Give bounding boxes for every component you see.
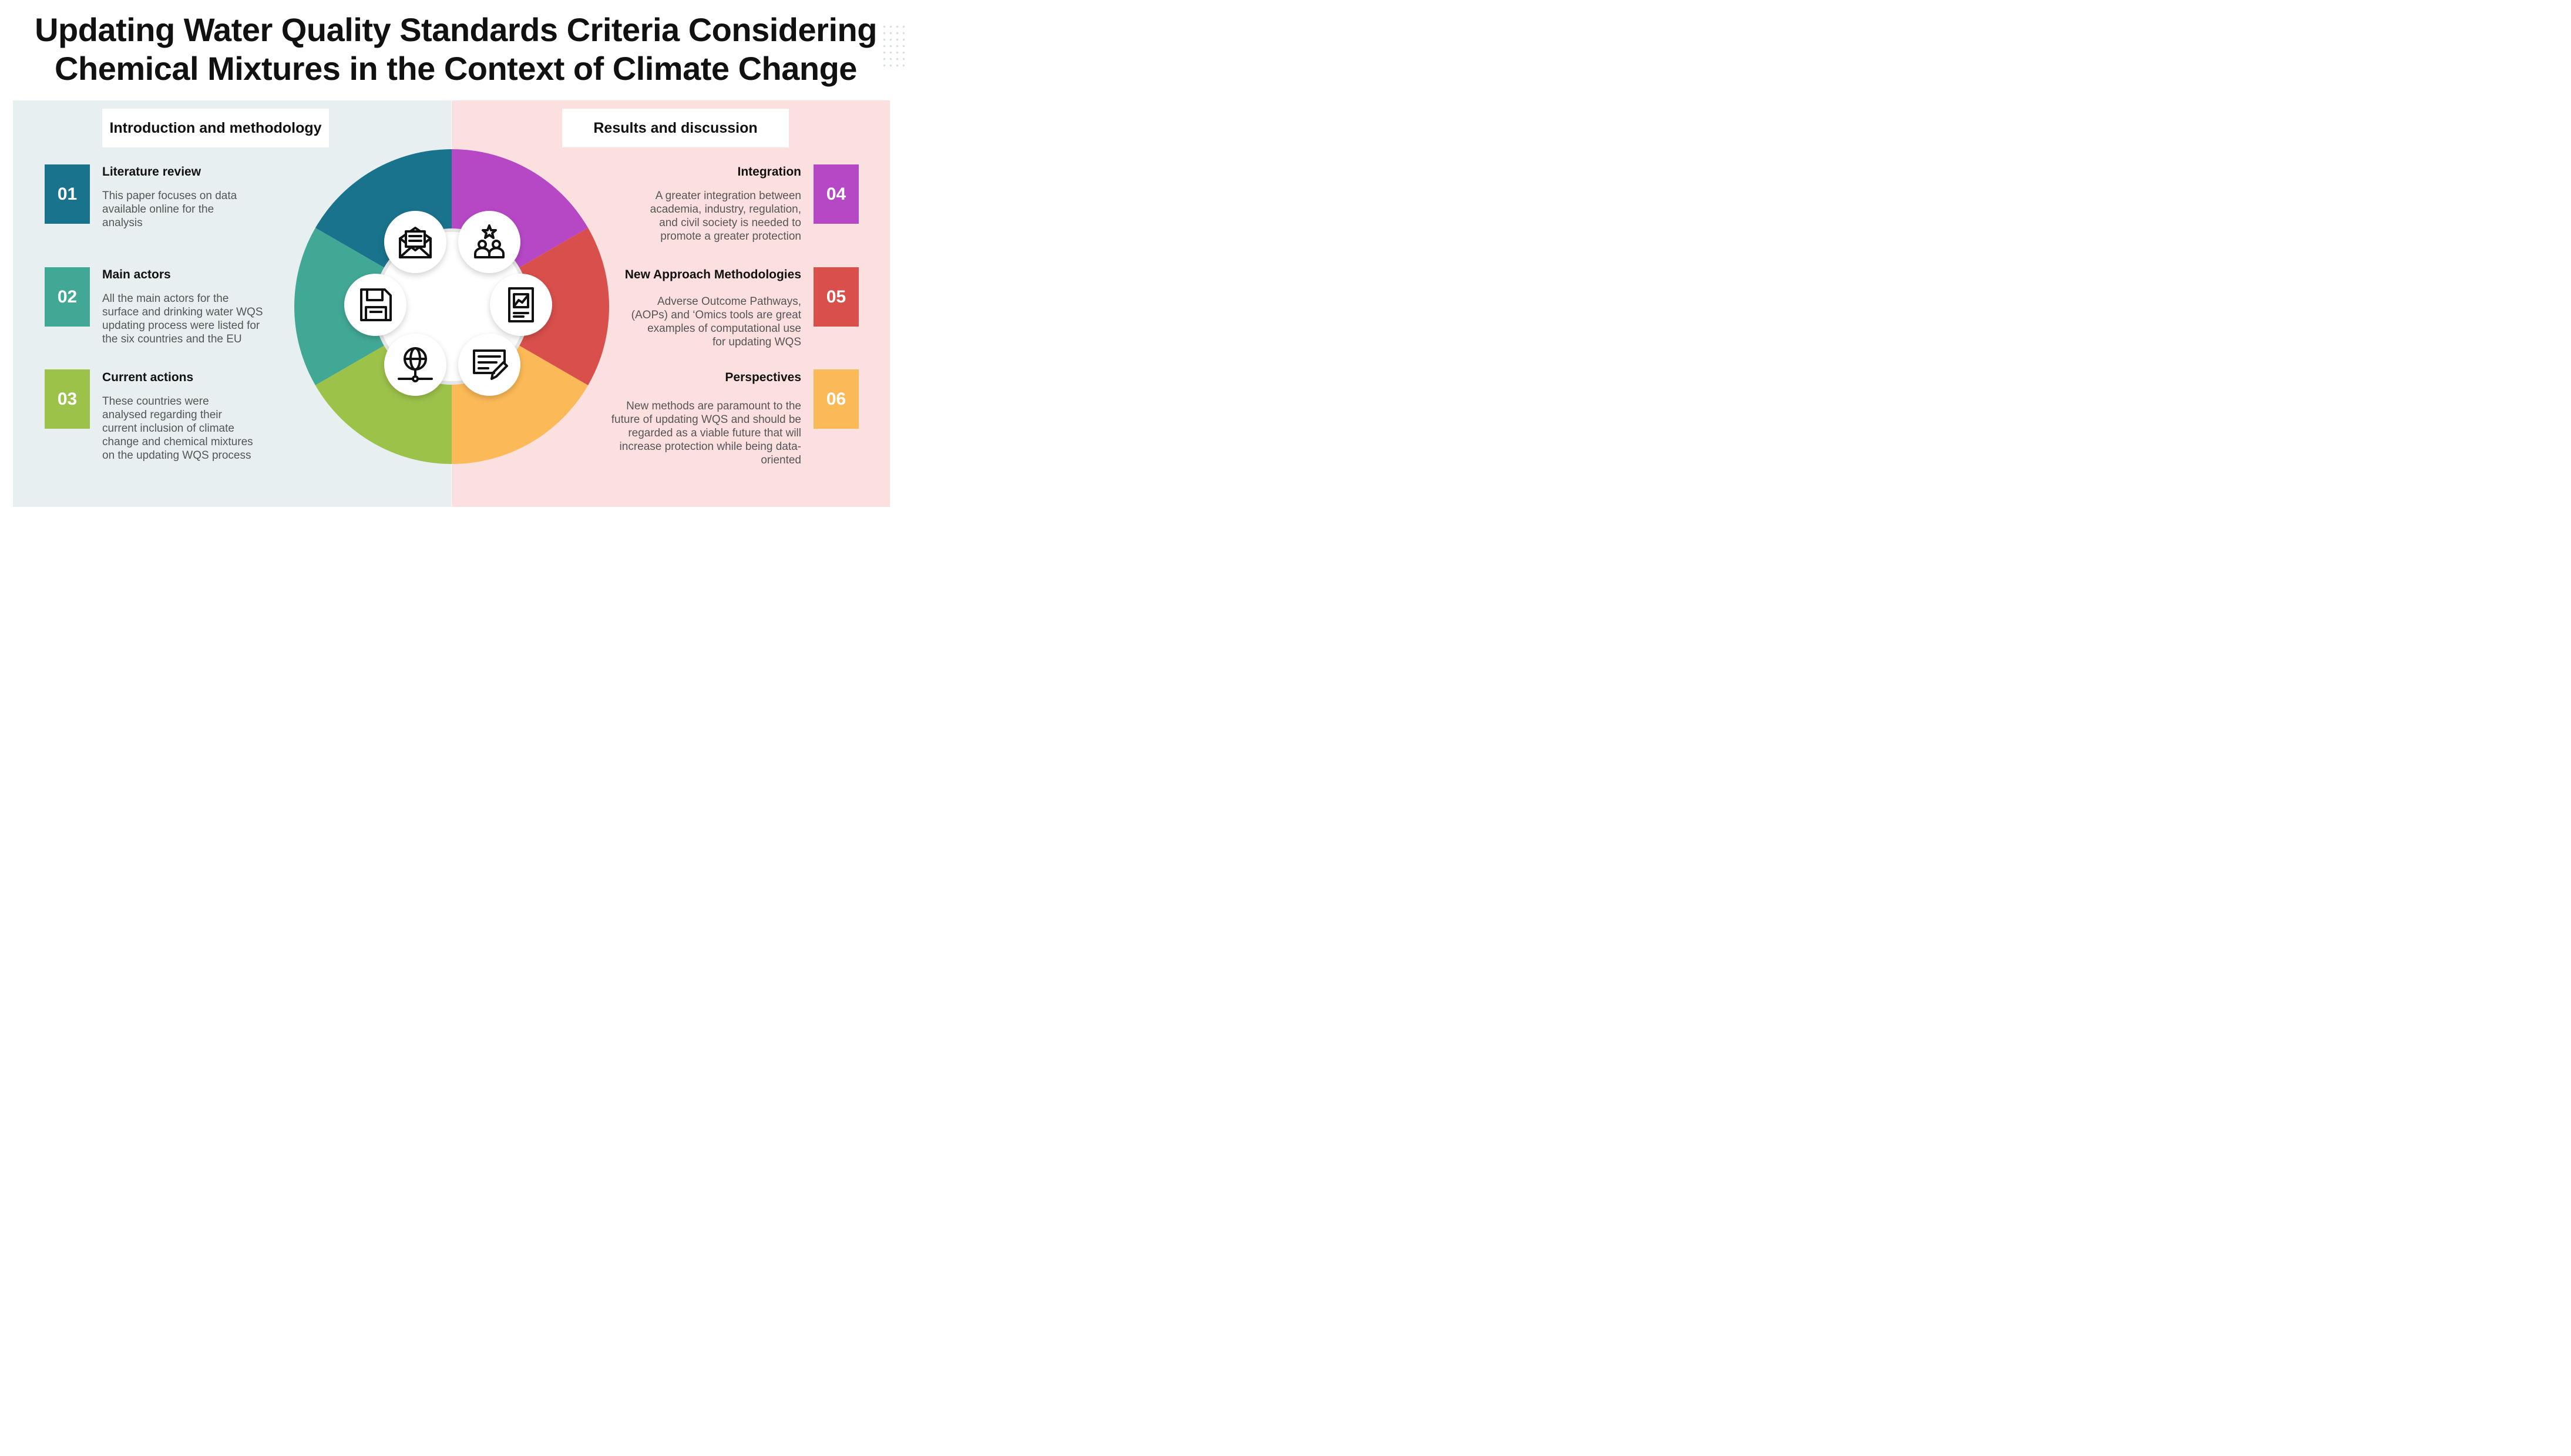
right-section-heading: Results and discussion (562, 109, 789, 147)
step-03-title: Current actions (102, 371, 194, 384)
step-04-badge: 04 (814, 164, 859, 224)
ring-segment-05 (512, 228, 609, 385)
step-05-badge: 05 (814, 267, 859, 327)
step-01-description: This paper focuses on data available onl… (102, 190, 237, 229)
step-06-description: New methods are paramount to the future … (611, 400, 801, 466)
title-line-1: Updating Water Quality Standards Criteri… (35, 11, 877, 48)
report-chart-icon (490, 274, 552, 336)
step-04-description: A greater integration between academia, … (650, 190, 801, 243)
step-05-description: Adverse Outcome Pathways, (AOPs) and ‘Om… (631, 295, 801, 348)
step-05-title: New Approach Methodologies (624, 268, 801, 281)
envelope-document-icon (384, 211, 446, 273)
step-03-description: These countries were analysed regarding … (102, 395, 253, 462)
edit-document-icon (458, 334, 520, 396)
left-section-heading: Introduction and methodology (102, 109, 329, 147)
decorative-dot-grid (881, 23, 908, 69)
ring-segment-02 (294, 228, 392, 385)
team-star-icon (458, 211, 520, 273)
step-02-description: All the main actors for the surface and … (102, 292, 263, 345)
title-line-2: Chemical Mixtures in the Context of Clim… (55, 50, 857, 87)
globe-network-icon (384, 334, 446, 396)
step-01-badge: 01 (45, 164, 90, 224)
step-02-title: Main actors (102, 268, 171, 281)
floppy-disk-icon (344, 274, 406, 336)
step-02-badge: 02 (45, 267, 90, 327)
step-04-title: Integration (737, 165, 802, 179)
step-03-badge: 03 (45, 369, 90, 429)
step-01-title: Literature review (102, 165, 201, 179)
step-06-badge: 06 (814, 369, 859, 429)
step-06-title: Perspectives (725, 371, 801, 384)
page-title: Updating Water Quality Standards Criteri… (0, 11, 912, 88)
